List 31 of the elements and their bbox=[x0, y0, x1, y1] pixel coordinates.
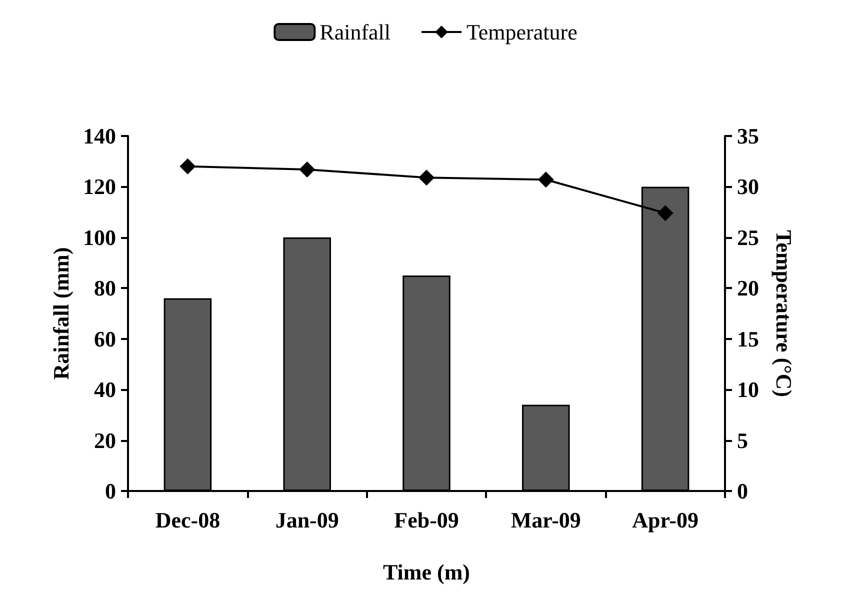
y-tick-label: 140 bbox=[83, 124, 116, 148]
y2-axis-title: Temperature (°C) bbox=[772, 230, 796, 398]
x-tick-label: Apr-09 bbox=[632, 508, 699, 532]
y-axis-title: Rainfall (mm) bbox=[48, 247, 74, 380]
x-tick-label: Mar-09 bbox=[510, 508, 581, 532]
point bbox=[538, 172, 554, 188]
y-tick-label: 100 bbox=[83, 224, 116, 250]
point bbox=[657, 205, 674, 222]
point bbox=[418, 170, 434, 186]
y2-tick-label: 10 bbox=[737, 377, 759, 402]
legend-label: Temperature bbox=[466, 20, 578, 44]
y2-tick-label: 15 bbox=[737, 326, 759, 352]
y2-tick-label: 30 bbox=[737, 174, 759, 200]
y-tick-label: 120 bbox=[83, 174, 116, 200]
y-tick-label: 0 bbox=[105, 478, 116, 504]
x-tick-label: Dec-08 bbox=[155, 508, 220, 532]
x-tick-label: Feb-09 bbox=[394, 508, 459, 532]
y2-tick-label: 25 bbox=[737, 224, 759, 250]
y2-tick-label: 5 bbox=[737, 428, 748, 453]
y2-tick-label: 20 bbox=[737, 276, 759, 301]
point bbox=[180, 158, 196, 174]
x-tick-label: Jan-09 bbox=[275, 508, 339, 532]
y2-tick-label: 0 bbox=[737, 478, 748, 504]
y-tick-label: 40 bbox=[94, 377, 116, 402]
y2-tick-label: 35 bbox=[737, 124, 759, 148]
legend-label: Rainfall bbox=[320, 20, 391, 44]
point bbox=[299, 161, 316, 178]
y-tick-label: 20 bbox=[94, 428, 116, 453]
x-axis-title: Time (m) bbox=[383, 560, 470, 584]
y-tick-label: 60 bbox=[94, 326, 116, 352]
y-tick-label: 80 bbox=[94, 276, 116, 301]
